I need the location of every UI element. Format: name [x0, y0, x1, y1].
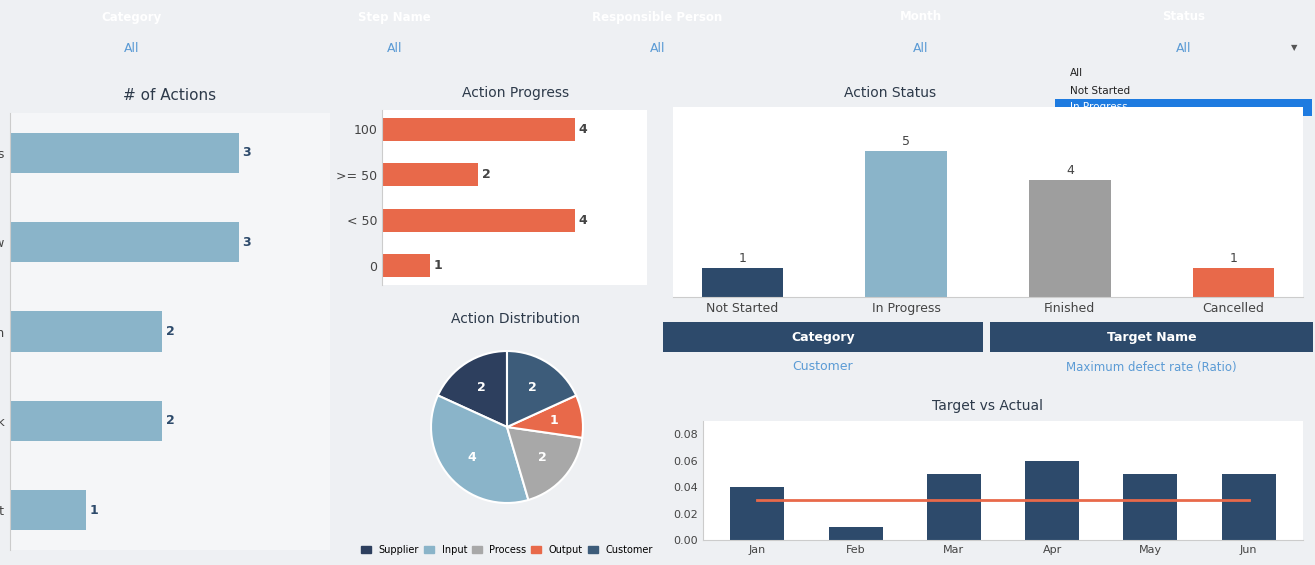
Bar — [381, 118, 575, 141]
Text: 4: 4 — [579, 123, 588, 136]
Text: 3: 3 — [242, 236, 251, 249]
Text: 1: 1 — [434, 259, 443, 272]
Text: Step Name: Step Name — [358, 11, 431, 24]
Bar — [865, 151, 947, 297]
Text: Action Distribution: Action Distribution — [451, 312, 580, 326]
Text: All: All — [1176, 41, 1191, 54]
Text: Customer: Customer — [793, 360, 853, 373]
Bar — [730, 487, 784, 540]
Text: 4: 4 — [1066, 164, 1074, 177]
Text: Action Progress: Action Progress — [462, 86, 569, 100]
Text: All: All — [1070, 68, 1084, 79]
Bar — [1028, 180, 1111, 297]
Text: 4: 4 — [579, 214, 588, 227]
Bar — [1193, 268, 1274, 297]
Text: Action Status: Action Status — [844, 86, 936, 100]
Bar — [702, 268, 784, 297]
Text: ▼: ▼ — [1291, 44, 1298, 53]
Bar — [1026, 460, 1080, 540]
Text: 2: 2 — [477, 381, 487, 394]
Text: Not Started: Not Started — [1070, 85, 1131, 95]
Text: 3: 3 — [242, 146, 251, 159]
Bar — [828, 527, 882, 540]
Bar — [1123, 474, 1177, 540]
Text: 1: 1 — [739, 252, 747, 265]
Bar — [1055, 99, 1312, 116]
Bar — [381, 254, 430, 277]
Text: 2: 2 — [529, 381, 537, 394]
Bar — [381, 209, 575, 232]
Wedge shape — [508, 351, 576, 427]
Bar — [381, 163, 479, 186]
Text: # of Actions: # of Actions — [124, 89, 217, 103]
Wedge shape — [508, 396, 583, 438]
Wedge shape — [431, 396, 529, 503]
Text: 2: 2 — [166, 414, 175, 427]
Wedge shape — [508, 427, 583, 500]
Bar — [990, 322, 1312, 352]
Legend: Supplier, Input, Process, Output, Customer: Supplier, Input, Process, Output, Custom… — [358, 541, 656, 559]
Text: Cancelled: Cancelled — [1070, 137, 1122, 146]
Bar — [663, 322, 984, 352]
Text: 2: 2 — [483, 168, 490, 181]
Text: 5: 5 — [902, 135, 910, 148]
Wedge shape — [438, 351, 508, 427]
Text: Category: Category — [101, 11, 162, 24]
Text: Finished: Finished — [1070, 120, 1114, 129]
Bar — [1222, 474, 1276, 540]
Text: 1: 1 — [89, 503, 99, 516]
Text: All: All — [913, 41, 928, 54]
Text: Responsible Person: Responsible Person — [592, 11, 723, 24]
Text: All: All — [387, 41, 402, 54]
Text: Target vs Actual: Target vs Actual — [932, 399, 1044, 413]
Bar — [11, 222, 238, 262]
Text: All: All — [124, 41, 139, 54]
Text: 1: 1 — [550, 414, 558, 427]
Text: 2: 2 — [166, 325, 175, 338]
Bar — [927, 474, 981, 540]
Text: Target Name: Target Name — [1107, 331, 1197, 344]
Text: 4: 4 — [467, 451, 476, 464]
Text: Status: Status — [1162, 11, 1205, 24]
Bar — [11, 401, 162, 441]
Text: Month: Month — [899, 11, 942, 24]
Bar — [11, 490, 87, 530]
Bar — [11, 133, 238, 173]
Text: In Progress: In Progress — [1070, 102, 1128, 112]
Text: 1: 1 — [1230, 252, 1237, 265]
Text: 2: 2 — [538, 451, 547, 464]
Bar — [11, 311, 162, 351]
Text: Maximum defect rate (Ratio): Maximum defect rate (Ratio) — [1066, 360, 1237, 373]
Text: All: All — [650, 41, 665, 54]
Text: Category: Category — [792, 331, 855, 344]
